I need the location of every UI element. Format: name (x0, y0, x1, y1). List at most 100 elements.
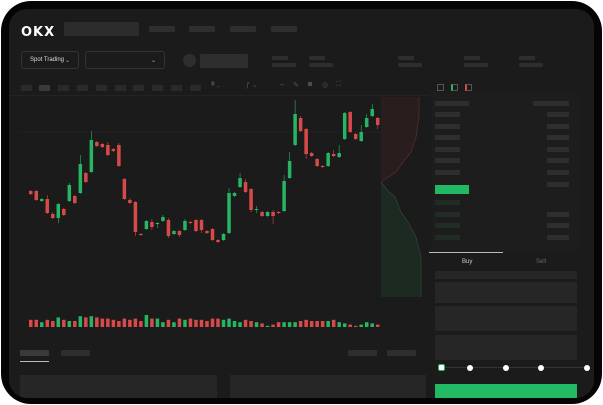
volume-bar (56, 317, 61, 327)
candle-down (117, 145, 121, 166)
tab-order-history[interactable] (61, 350, 90, 356)
timeframe-button[interactable] (77, 85, 88, 91)
volume-bar (304, 319, 308, 327)
nav-item[interactable] (189, 26, 215, 32)
coin-avatar (183, 54, 196, 67)
candle-up (144, 221, 149, 229)
bids-only-icon[interactable] (451, 84, 458, 91)
amount-slider[interactable] (438, 364, 590, 371)
pencil-icon[interactable]: ✎ (293, 82, 299, 89)
filter-button[interactable] (348, 350, 377, 356)
timeframe-button[interactable] (96, 85, 107, 91)
candle-down (128, 200, 132, 203)
tab-open-orders[interactable] (20, 350, 49, 356)
volume-bar (287, 322, 292, 327)
price-input[interactable] (435, 282, 577, 303)
stat-value (464, 63, 488, 67)
slider-mark-75[interactable] (538, 365, 544, 371)
candle-up (89, 140, 94, 172)
volume-bar (45, 319, 50, 327)
timeframe-button[interactable] (133, 85, 144, 91)
volume-bar (238, 322, 242, 327)
timeframe-button[interactable] (58, 85, 69, 91)
both-sides-icon[interactable] (437, 84, 444, 91)
slider-mark-25[interactable] (467, 365, 473, 371)
nav-item[interactable] (149, 26, 175, 32)
stat-label (398, 56, 414, 60)
candle-up (293, 114, 297, 145)
volume-bar (293, 322, 297, 327)
timeframe-button[interactable] (171, 85, 182, 91)
volume-bar (183, 319, 187, 327)
market-select[interactable]: Spot Trading ⌄ (21, 51, 79, 69)
candle-down (133, 202, 138, 232)
candle-up (227, 193, 231, 233)
candle-down (276, 212, 281, 213)
candle-down (271, 212, 275, 216)
stat-label (519, 56, 535, 60)
slider-handle[interactable] (438, 364, 445, 371)
slider-mark-100[interactable] (584, 365, 590, 371)
chevron-down-icon: ⌄ (150, 57, 156, 64)
volume-bar (95, 317, 99, 327)
form-field[interactable] (435, 271, 577, 279)
slider-mark-50[interactable] (503, 365, 509, 371)
volume-bar (353, 325, 358, 327)
indicator-icon[interactable]: ƒ ⌄ (246, 82, 258, 89)
stat-label (309, 56, 325, 60)
timeframe-button[interactable] (190, 85, 201, 91)
bid-depth-area (381, 182, 421, 297)
total-input[interactable] (435, 335, 577, 360)
fullscreen-icon[interactable]: ⛶ (336, 81, 341, 88)
volume-bar (216, 318, 220, 327)
camera-icon[interactable]: ◙ (308, 81, 313, 88)
bid-price (435, 200, 460, 205)
timeframe-button[interactable] (21, 85, 32, 91)
nav-item[interactable] (271, 26, 297, 32)
bid-size (547, 235, 569, 240)
volume-bar (199, 319, 204, 327)
wave-icon[interactable]: ∼ (279, 82, 285, 89)
orders-panel (20, 375, 217, 398)
candle-down (304, 129, 308, 154)
volume-bar (166, 319, 171, 327)
amount-input[interactable] (435, 306, 577, 331)
candle-down (29, 191, 33, 194)
candle-down (315, 159, 319, 166)
search-bar[interactable] (64, 22, 139, 36)
candle-down (320, 166, 325, 167)
ask-price (435, 147, 460, 152)
volume-bar (139, 321, 143, 327)
candle-down (106, 145, 110, 155)
asks-only-icon[interactable] (465, 84, 472, 91)
candle-down (188, 222, 193, 223)
volume-bar (232, 321, 237, 327)
timeframe-button[interactable] (152, 85, 163, 91)
volume-bar (315, 321, 319, 327)
candlestick-chart[interactable] (19, 97, 381, 329)
volume-bar (260, 323, 264, 327)
settings-icon[interactable]: ◎ (322, 82, 329, 89)
candle-down (309, 153, 314, 156)
buy-tab[interactable]: Buy (462, 259, 473, 265)
candle-down (243, 182, 248, 192)
filter-button[interactable] (387, 350, 416, 356)
sell-tab[interactable]: Sell (536, 259, 547, 265)
buy-button[interactable] (435, 384, 577, 398)
candle-down (51, 214, 55, 218)
volume-bar (243, 319, 248, 327)
nav-item[interactable] (230, 26, 256, 32)
candle-up (67, 185, 72, 201)
volume-bar (144, 315, 149, 327)
candle-up (183, 221, 187, 230)
candle-down (111, 149, 116, 151)
candle-icon[interactable]: ⩩ ⌄ (211, 81, 220, 88)
pair-select[interactable]: ⌄ (85, 51, 165, 69)
timeframe-button[interactable] (115, 85, 126, 91)
pair-price (200, 54, 248, 68)
candle-down (45, 199, 50, 213)
candle-down (84, 173, 88, 182)
timeframe-button[interactable] (39, 85, 50, 91)
candle-up (364, 118, 369, 127)
candle-up (265, 212, 270, 216)
